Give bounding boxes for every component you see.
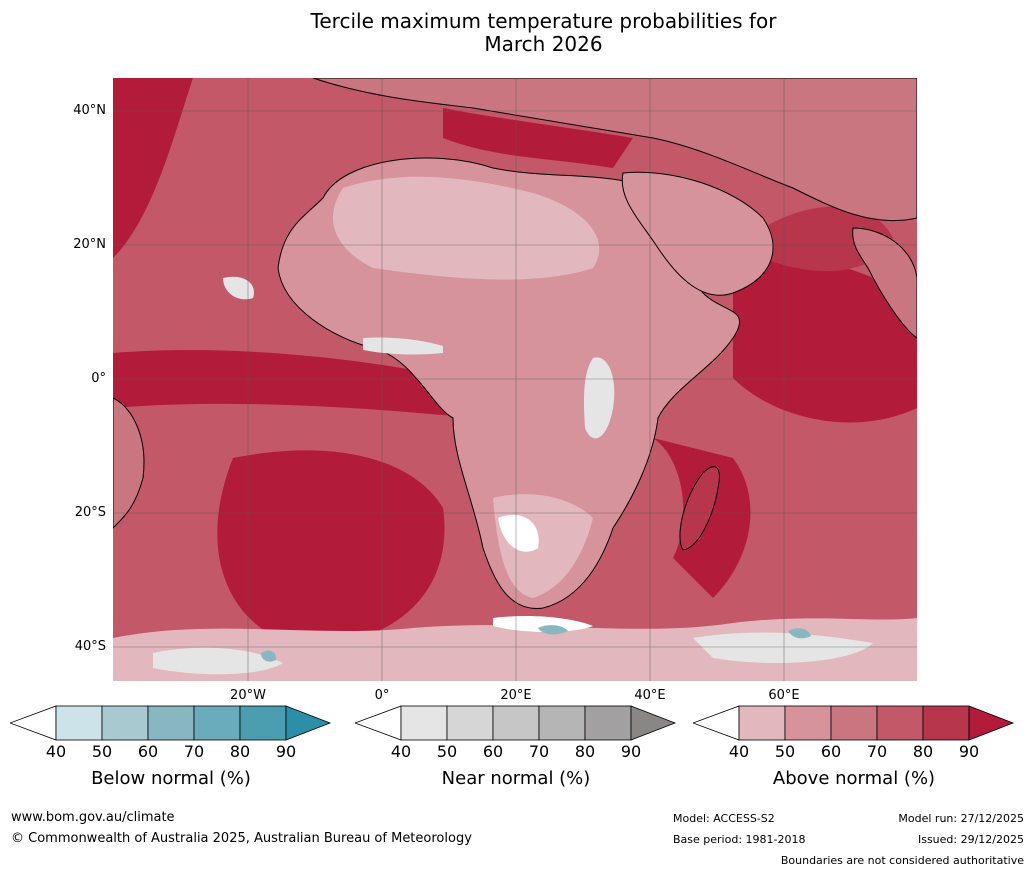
colorbar-below-normal-label: Below normal (%) <box>91 768 251 789</box>
tick-70: 70 <box>866 742 888 761</box>
colorbar-above-normal-60-70 <box>830 705 878 741</box>
north-atlantic-core <box>113 78 193 258</box>
footer-model-run: Model run: 27/12/2025 <box>898 812 1024 825</box>
colorbar-near-normal-70-80 <box>538 705 586 741</box>
lon-label-20e: 20°E <box>500 688 532 703</box>
colorbar-above-normal-70-80 <box>876 705 924 741</box>
colorbar-near-normal <box>355 705 677 741</box>
colorbar-above-normal-80-90 <box>922 705 970 741</box>
tick-80: 80 <box>229 742 251 761</box>
probability-map <box>113 78 917 681</box>
colorbar-near-normal-label: Near normal (%) <box>441 768 591 789</box>
colorbar-above-normal-high <box>968 705 1015 741</box>
lon-label-60e: 60°E <box>768 688 800 703</box>
tick-80: 80 <box>574 742 596 761</box>
below-normal-patch-1 <box>538 625 568 635</box>
colorbar-below-normal-50-60 <box>101 705 149 741</box>
arabian-peninsula <box>621 171 774 296</box>
colorbar-above-normal-low <box>693 705 740 741</box>
below-normal-patch-3 <box>261 650 277 662</box>
tick-50: 50 <box>436 742 458 761</box>
lat-label-equator: 0° <box>91 371 106 386</box>
lon-label-40e: 40°E <box>634 688 666 703</box>
colorbar-below-normal-low <box>10 705 57 741</box>
tick-40: 40 <box>390 742 412 761</box>
tick-40: 40 <box>45 742 67 761</box>
colorbar-near-normal-60-70 <box>492 705 540 741</box>
colorbar-above-normal-50-60 <box>784 705 832 741</box>
southern-ocean-near-normal-3 <box>493 615 593 632</box>
lon-label-20w: 20°W <box>230 688 266 703</box>
graticule <box>113 78 917 681</box>
colorbar-near-normal-high <box>630 705 677 741</box>
tick-60: 60 <box>820 742 842 761</box>
tropical-atlantic-band <box>113 350 473 418</box>
gulf-of-guinea-near-normal <box>363 337 443 355</box>
tick-90: 90 <box>275 742 297 761</box>
tick-60: 60 <box>137 742 159 761</box>
tick-40: 40 <box>728 742 750 761</box>
colorbar-above-normal-label: Above normal (%) <box>772 768 936 789</box>
colorbar-below-normal <box>10 705 332 741</box>
footer-copyright: © Commonwealth of Australia 2025, Austra… <box>11 831 472 846</box>
tick-60: 60 <box>482 742 504 761</box>
tick-50: 50 <box>91 742 113 761</box>
tick-80: 80 <box>912 742 934 761</box>
colorbar-near-normal-50-60 <box>446 705 494 741</box>
map-title-line2: March 2026 <box>484 32 603 56</box>
southern-ocean-light <box>113 618 917 681</box>
india-subcontinent <box>852 227 917 339</box>
lat-label-40s: 40°S <box>74 639 106 654</box>
southern-ocean-near-normal-2 <box>693 632 873 663</box>
footer-issued: Issued: 29/12/2025 <box>917 833 1024 846</box>
colorbar-below-normal-40-50 <box>55 705 103 741</box>
colorbar-below-normal-high <box>285 705 332 741</box>
indian-ocean-core <box>733 256 917 423</box>
colorbar-below-normal-80-90 <box>239 705 287 741</box>
footer-disclaimer: Boundaries are not considered authoritat… <box>780 854 1024 867</box>
tick-70: 70 <box>183 742 205 761</box>
tick-90: 90 <box>958 742 980 761</box>
sahara-light-zone <box>333 176 600 280</box>
colorbar-below-normal-70-80 <box>193 705 241 741</box>
below-normal-patch-2 <box>788 628 811 639</box>
west-africa-coast-near-normal <box>223 276 254 300</box>
lat-label-20s: 20°S <box>74 505 106 520</box>
kalahari-near-normal <box>498 514 539 552</box>
footer-base-period: Base period: 1981-2018 <box>673 833 806 846</box>
madagascar <box>679 466 720 551</box>
footer-model: Model: ACCESS-S2 <box>673 812 775 825</box>
southern-ocean-near-normal-1 <box>153 647 283 675</box>
east-africa-near-normal <box>583 357 615 439</box>
colorbar-below-normal-60-70 <box>147 705 195 741</box>
mediterranean-core <box>443 108 633 168</box>
colorbar-above-normal <box>693 705 1015 741</box>
footer-website-link[interactable]: www.bom.gov.au/climate <box>11 810 175 825</box>
map-title: Tercile maximum temperature probabilitie… <box>0 10 1035 56</box>
colorbar-above-normal-40-50 <box>738 705 786 741</box>
south-atlantic-core <box>217 450 445 648</box>
lat-label-20n: 20°N <box>73 237 106 252</box>
colorbar-near-normal-40-50 <box>400 705 448 741</box>
tick-70: 70 <box>528 742 550 761</box>
south-america-edge <box>113 397 145 529</box>
europe-middle-east <box>312 78 917 222</box>
colorbar-near-normal-low <box>355 705 402 741</box>
lon-label-0e: 0° <box>374 688 390 703</box>
colorbar-near-normal-80-90 <box>584 705 632 741</box>
tick-50: 50 <box>774 742 796 761</box>
tick-90: 90 <box>620 742 642 761</box>
map-title-line1: Tercile maximum temperature probabilitie… <box>310 9 777 33</box>
lat-label-40n: 40°N <box>73 103 106 118</box>
